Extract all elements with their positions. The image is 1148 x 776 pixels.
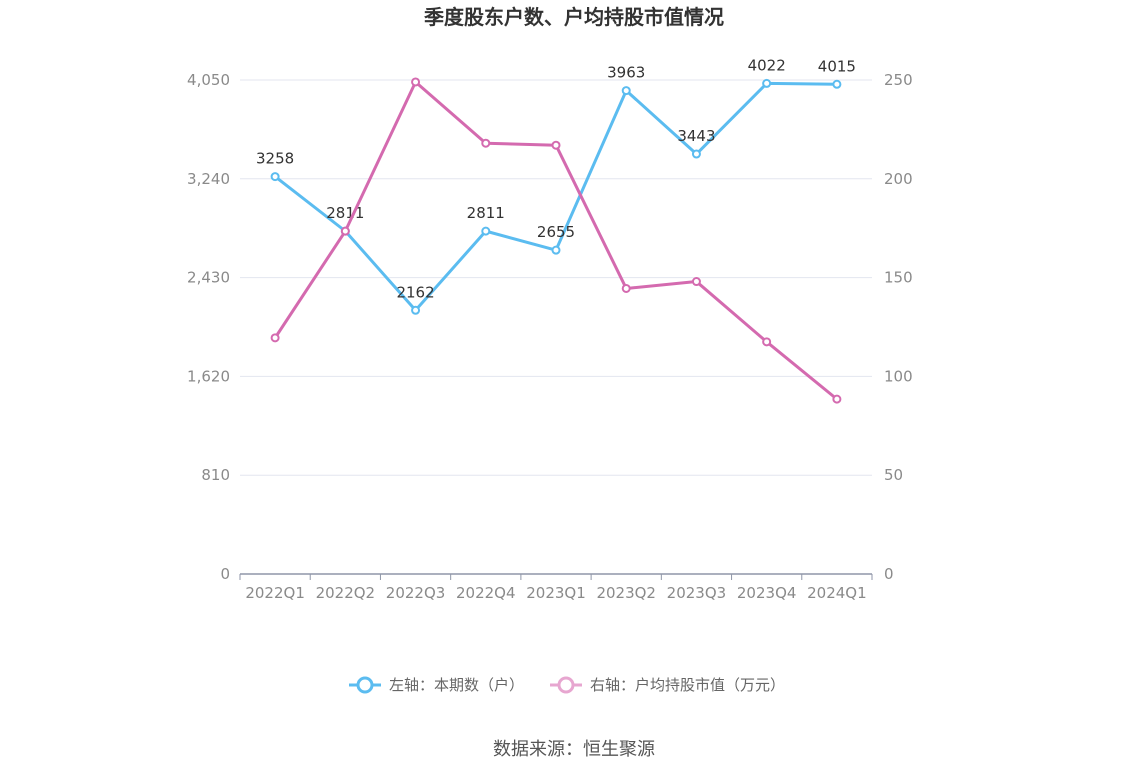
left-tick-label: 3,240 (187, 170, 230, 188)
legend-label-right: 右轴：户均持股市值（万元） (590, 676, 785, 694)
right-tick-label: 200 (884, 170, 913, 188)
right-tick-label: 50 (884, 466, 903, 484)
x-tick-label: 2022Q1 (245, 584, 305, 602)
x-tick-label: 2023Q1 (526, 584, 586, 602)
right-tick-label: 150 (884, 269, 913, 287)
legend-label-left: 左轴：本期数（户） (389, 676, 524, 694)
left-tick-label: 1,620 (187, 367, 230, 385)
data-point (762, 78, 772, 88)
x-tick-label: 2023Q2 (596, 584, 656, 602)
left-tick-label: 2,430 (187, 269, 230, 287)
data-point (411, 77, 421, 87)
data-label: 2811 (326, 204, 364, 222)
chart-title: 季度股东户数、户均持股市值情况 (423, 5, 724, 29)
x-axis: 2022Q1 2022Q2 2022Q3 2022Q4 2023Q1 2023Q2 2023… (239, 573, 873, 602)
data-label: 4015 (818, 57, 856, 75)
x-tick-label: 2023Q3 (667, 584, 727, 602)
data-point (551, 245, 561, 255)
right-axis-ticks: 0 50 100 150 200 250 (884, 71, 913, 583)
data-point (340, 226, 350, 236)
series-layer: 3258 2811 2162 2811 2655 3963 3443 4022 4015 (256, 56, 856, 404)
left-axis-ticks: 0 810 1,620 2,430 3,240 4,050 (187, 71, 230, 583)
data-label: 2655 (537, 223, 575, 241)
data-label: 3963 (607, 64, 645, 82)
data-point (411, 305, 421, 315)
left-tick-label: 4,050 (187, 71, 230, 89)
left-tick-label: 0 (220, 565, 230, 583)
legend[interactable]: 左轴：本期数（户） 右轴：户均持股市值（万元） (349, 676, 785, 694)
data-point (270, 172, 280, 182)
right-tick-label: 0 (884, 565, 894, 583)
data-label: 4022 (748, 56, 786, 74)
x-tick-label: 2023Q4 (737, 584, 797, 602)
data-point (691, 277, 701, 287)
legend-marker-icon (356, 676, 374, 694)
data-source: 数据来源：恒生聚源 (493, 739, 655, 760)
data-point (832, 79, 842, 89)
data-point (691, 149, 701, 159)
right-tick-label: 100 (884, 367, 913, 385)
data-point (481, 226, 491, 236)
grid-lines (240, 79, 872, 476)
data-label: 2811 (467, 204, 505, 222)
data-label: 3258 (256, 150, 294, 168)
data-label: 2162 (396, 283, 434, 301)
data-point (270, 333, 280, 343)
data-point (621, 283, 631, 293)
data-point (481, 138, 491, 148)
legend-item-left-series[interactable]: 左轴：本期数（户） (349, 676, 524, 694)
x-tick-label: 2022Q3 (386, 584, 446, 602)
series-line-holders (274, 81, 837, 312)
x-tick-label: 2022Q4 (456, 584, 516, 602)
data-point (621, 86, 631, 96)
legend-item-right-series[interactable]: 右轴：户均持股市值（万元） (550, 676, 785, 694)
data-point (762, 337, 772, 347)
data-point (551, 140, 561, 150)
legend-marker-icon (557, 676, 575, 694)
data-point (832, 394, 842, 404)
right-tick-label: 250 (884, 71, 913, 89)
x-tick-label: 2022Q2 (316, 584, 376, 602)
left-tick-label: 810 (201, 466, 230, 484)
x-tick-label: 2024Q1 (807, 584, 867, 602)
data-label: 3443 (677, 127, 715, 145)
